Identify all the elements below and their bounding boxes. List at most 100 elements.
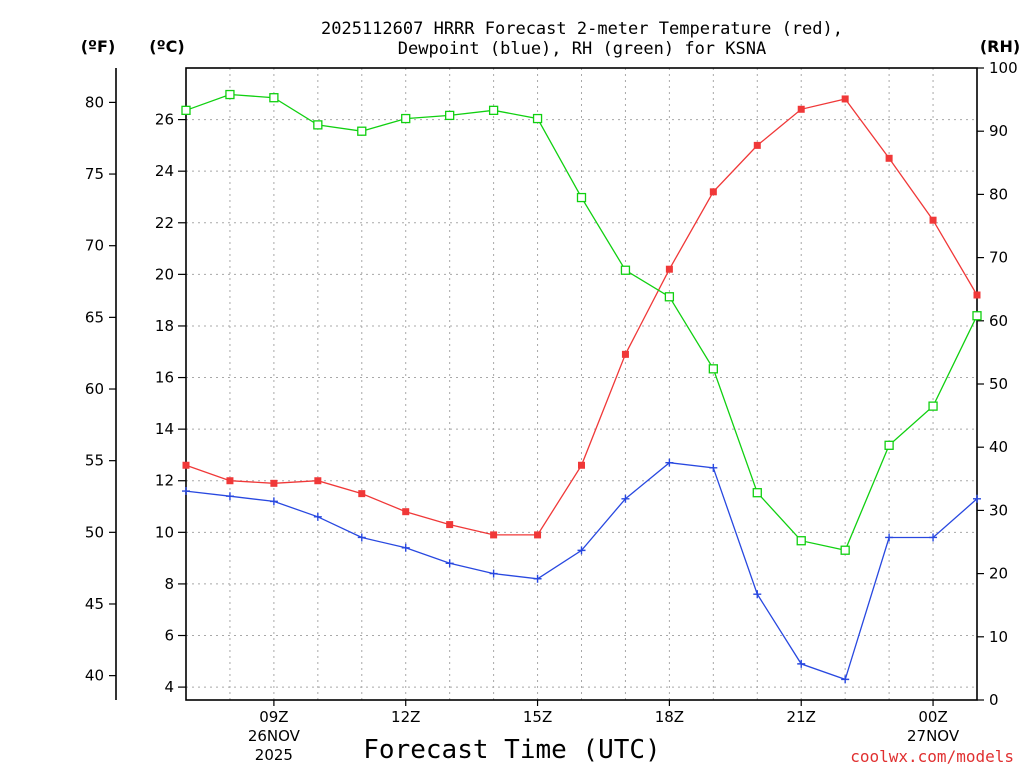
fahrenheit-tick-label: 65 [85, 308, 104, 326]
temp-point [226, 477, 234, 485]
rh-point [445, 110, 455, 121]
rh-point [401, 113, 411, 124]
dew-point [357, 533, 366, 542]
rh-tick-label: 80 [989, 185, 1008, 203]
rh-tick-label: 90 [989, 122, 1008, 140]
temp-point [973, 291, 981, 299]
dew-point [753, 590, 762, 599]
dew-point [313, 512, 322, 521]
rh-tick-label: 70 [989, 249, 1008, 267]
temp-point [534, 531, 542, 539]
temp-point [270, 479, 278, 487]
temp-point [841, 95, 849, 103]
temp-point [490, 531, 498, 539]
fahrenheit-unit-label: (ºF) [81, 37, 116, 56]
dew-point [489, 569, 498, 578]
celsius-tick-label: 6 [164, 627, 174, 645]
temp-point [358, 490, 366, 498]
celsius-tick-label: 8 [164, 575, 174, 593]
dew-point [709, 463, 718, 472]
x-tick-date-label: 27NOV [907, 727, 960, 745]
dew-point [665, 458, 674, 467]
chart-title-line2: Dewpoint (blue), RH (green) for KSNA [398, 39, 766, 59]
rh-tick-label: 100 [989, 59, 1018, 77]
temp-point [797, 105, 805, 113]
fahrenheit-tick-label: 75 [85, 165, 104, 183]
celsius-tick-label: 24 [155, 162, 174, 180]
fahrenheit-tick-label: 60 [85, 380, 104, 398]
fahrenheit-tick-label: 80 [85, 93, 104, 111]
fahrenheit-tick-label: 70 [85, 237, 104, 255]
rh-point [576, 192, 587, 203]
celsius-tick-label: 12 [155, 472, 174, 490]
temp-point [446, 521, 454, 529]
rh-point [357, 126, 367, 136]
tick-labels: 4 6 8 10 12 14 16 18 20 22 24 26 40 45 50 55 60 65 70 75 80 0… [85, 59, 1018, 764]
data-series [181, 89, 982, 684]
fahrenheit-tick-label: 40 [85, 667, 104, 685]
rh-point [313, 120, 323, 130]
temp-point [182, 461, 190, 469]
dew-point [225, 492, 234, 501]
rh-point [664, 292, 675, 302]
x-axis-title: Forecast Time (UTC) [363, 735, 660, 765]
x-tick-label: 09Z [259, 708, 288, 726]
dew-point [621, 494, 630, 503]
temp-point [885, 154, 893, 162]
chart-title-line1: 2025112607 HRRR Forecast 2-meter Tempera… [321, 19, 843, 39]
rh-tick-label: 20 [989, 565, 1008, 583]
axes [109, 67, 984, 706]
celsius-tick-label: 10 [155, 523, 174, 541]
rh-point [928, 401, 938, 411]
x-tick-label: 00Z [918, 708, 947, 726]
celsius-tick-label: 26 [155, 111, 174, 129]
rh-tick-label: 40 [989, 438, 1008, 456]
dew-point [577, 546, 586, 555]
celsius-tick-label: 16 [155, 369, 174, 387]
rh-point [488, 105, 499, 115]
rh-tick-label: 10 [989, 628, 1008, 646]
temp-point [665, 265, 673, 273]
dew-point [533, 574, 542, 583]
celsius-tick-label: 18 [155, 317, 174, 335]
credit-text: coolwx.com/models [850, 747, 1014, 766]
temp-point [709, 188, 717, 196]
rh-point [840, 545, 850, 555]
gridlines [186, 68, 977, 700]
rh-unit-label: (RH) [980, 37, 1020, 56]
celsius-tick-label: 20 [155, 265, 174, 283]
rh-point [269, 93, 279, 103]
temp-point [314, 477, 322, 485]
temp-point [402, 508, 410, 516]
x-tick-year-label: 2025 [255, 746, 293, 764]
celsius-tick-label: 22 [155, 214, 174, 232]
rh-point [181, 105, 191, 115]
x-tick-label: 18Z [655, 708, 684, 726]
x-tick-label: 15Z [523, 708, 552, 726]
rh-point [884, 440, 894, 450]
rh-point [796, 536, 806, 546]
fahrenheit-tick-label: 45 [85, 595, 104, 613]
dew-point [401, 543, 410, 552]
temp-point [578, 461, 585, 469]
celsius-unit-label: (ºC) [149, 37, 184, 56]
rh-tick-label: 50 [989, 375, 1008, 393]
dew-point [269, 497, 278, 506]
temp-point [621, 350, 629, 358]
x-tick-label: 12Z [391, 708, 420, 726]
dew-point [797, 659, 806, 668]
celsius-tick-label: 4 [164, 678, 174, 696]
rh-tick-label: 0 [989, 691, 999, 709]
x-tick-label: 21Z [787, 708, 816, 726]
celsius-tick-label: 14 [155, 420, 174, 438]
dew-point [445, 559, 454, 568]
temp-point [753, 141, 761, 149]
dew-point [885, 533, 894, 542]
dew-point [182, 487, 190, 496]
rh-point [532, 113, 543, 124]
rh-tick-label: 60 [989, 312, 1008, 330]
temp-point [929, 216, 937, 224]
dew-point [973, 494, 981, 503]
fahrenheit-tick-label: 50 [85, 523, 104, 541]
